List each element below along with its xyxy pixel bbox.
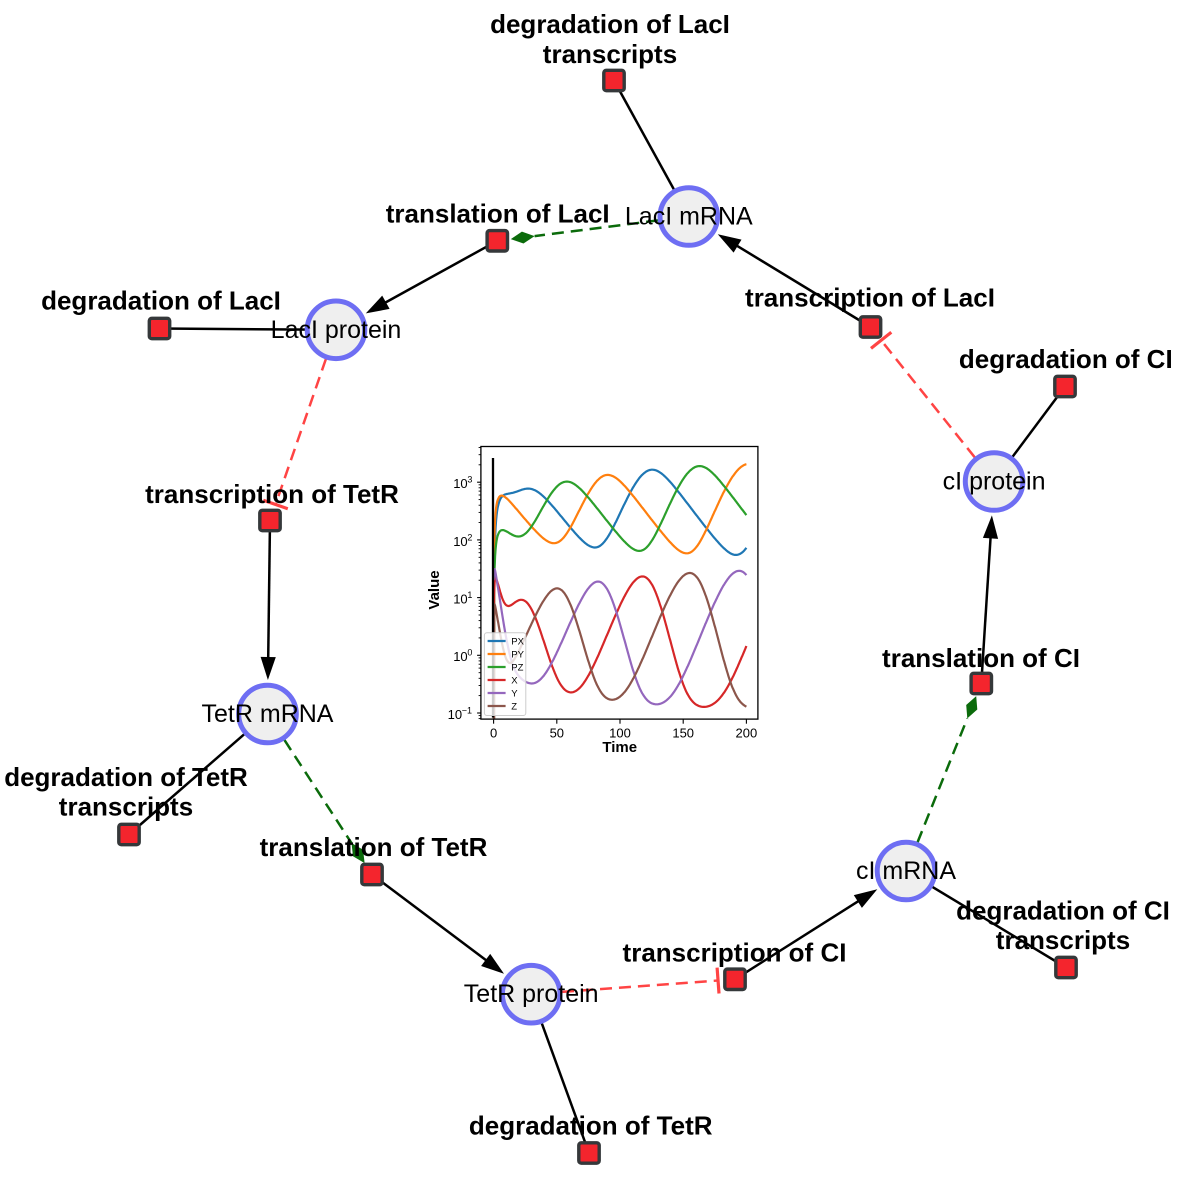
svg-text:150: 150 — [672, 725, 694, 740]
svg-text:PZ: PZ — [511, 662, 523, 673]
svg-text:transcripts: transcripts — [543, 39, 677, 69]
svg-text:PY: PY — [511, 649, 524, 660]
svg-text:X: X — [511, 675, 518, 686]
svg-text:degradation of LacI: degradation of LacI — [41, 286, 281, 316]
svg-text:2: 2 — [467, 532, 472, 542]
svg-text:10: 10 — [453, 592, 467, 607]
svg-text:LacI mRNA: LacI mRNA — [625, 203, 753, 231]
svg-text:Time: Time — [602, 739, 637, 756]
svg-text:PX: PX — [511, 636, 524, 647]
svg-text:10: 10 — [448, 707, 462, 722]
svg-text:100: 100 — [609, 725, 631, 740]
svg-text:200: 200 — [736, 725, 758, 740]
svg-text:transcripts: transcripts — [59, 792, 193, 822]
svg-text:Z: Z — [511, 701, 517, 712]
svg-text:TetR mRNA: TetR mRNA — [202, 700, 334, 728]
svg-text:translation of LacI: translation of LacI — [386, 198, 610, 228]
svg-text:degradation of TetR: degradation of TetR — [469, 1111, 713, 1141]
svg-text:0: 0 — [490, 725, 497, 740]
svg-text:0: 0 — [467, 648, 472, 658]
svg-text:TetR protein: TetR protein — [464, 980, 599, 1008]
svg-text:transcription of CI: transcription of CI — [623, 938, 847, 968]
svg-text:translation of CI: translation of CI — [882, 643, 1080, 673]
svg-text:degradation of CI: degradation of CI — [956, 896, 1170, 926]
svg-text:Y: Y — [511, 688, 518, 699]
svg-text:Value: Value — [426, 570, 443, 609]
svg-text:50: 50 — [550, 725, 564, 740]
svg-text:degradation of TetR: degradation of TetR — [4, 762, 248, 792]
svg-text:10: 10 — [453, 534, 467, 549]
svg-text:degradation of CI: degradation of CI — [959, 344, 1173, 374]
svg-text:degradation of LacI: degradation of LacI — [490, 9, 730, 39]
svg-text:LacI protein: LacI protein — [271, 316, 402, 344]
svg-text:transcription of TetR: transcription of TetR — [145, 479, 399, 509]
svg-text:cI mRNA: cI mRNA — [856, 857, 956, 885]
svg-text:3: 3 — [467, 475, 472, 485]
svg-text:10: 10 — [453, 649, 467, 664]
svg-text:transcription of LacI: transcription of LacI — [745, 283, 995, 313]
svg-text:−1: −1 — [462, 705, 472, 715]
svg-text:1: 1 — [467, 590, 472, 600]
svg-text:10: 10 — [453, 476, 467, 491]
svg-text:translation of TetR: translation of TetR — [260, 832, 488, 862]
svg-text:cI protein: cI protein — [943, 468, 1046, 496]
svg-text:transcripts: transcripts — [996, 925, 1130, 955]
